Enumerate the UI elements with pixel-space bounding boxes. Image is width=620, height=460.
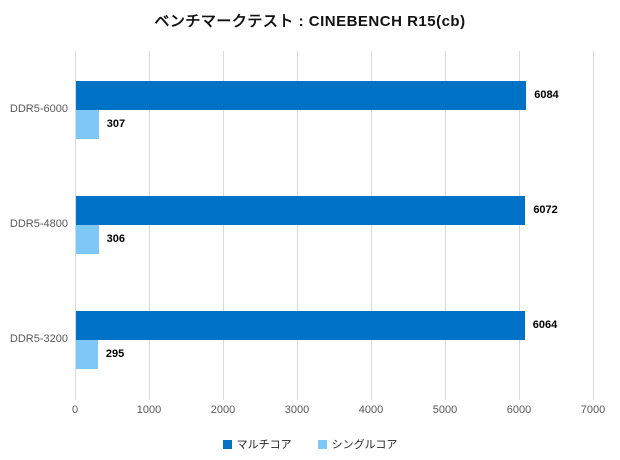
- legend-swatch-icon: [317, 439, 327, 449]
- category-label: DDR5-3200: [9, 333, 68, 345]
- bar-value-label: 306: [106, 232, 125, 245]
- chart-title: ベンチマークテスト : CINEBENCH R15(cb): [154, 13, 466, 30]
- legend-label: マルチコア: [236, 439, 292, 451]
- category-label: DDR5-4800: [9, 218, 68, 230]
- x-tick-label: 2000: [210, 404, 236, 416]
- x-tick-label: 1000: [136, 404, 162, 416]
- x-tick-label: 7000: [580, 404, 606, 416]
- gridline: [75, 51, 76, 400]
- gridline: [149, 51, 150, 400]
- gridline: [593, 51, 594, 400]
- category-label: DDR5-6000: [9, 103, 68, 115]
- bar-single-core: [76, 340, 98, 369]
- legend: マルチコア シングルコア: [0, 436, 620, 452]
- x-tick-label: 3000: [284, 404, 310, 416]
- gridline: [297, 51, 298, 400]
- gridline: [223, 51, 224, 400]
- x-tick-label: 6000: [506, 404, 532, 416]
- legend-item: シングルコア: [317, 436, 398, 452]
- bar-value-label: 6084: [534, 88, 559, 101]
- bar-value-label: 295: [105, 347, 125, 360]
- x-tick-label: 4000: [358, 404, 384, 416]
- x-tick-label: 5000: [432, 404, 458, 416]
- gridline: [371, 51, 372, 400]
- bar-multi-core: [76, 196, 526, 225]
- bar-single-core: [76, 225, 99, 254]
- legend-label: シングルコア: [331, 439, 398, 451]
- legend-item: マルチコア: [222, 436, 292, 452]
- bar-multi-core: [76, 311, 525, 340]
- x-tick-label: 0: [71, 404, 79, 416]
- gridline: [445, 51, 446, 400]
- bar-value-label: 6072: [533, 203, 558, 216]
- bar-value-label: 307: [106, 117, 126, 130]
- legend-swatch-icon: [222, 439, 232, 449]
- bar-multi-core: [76, 81, 527, 110]
- gridline: [519, 51, 520, 400]
- bar-single-core: [76, 110, 99, 139]
- bar-value-label: 6064: [532, 318, 558, 331]
